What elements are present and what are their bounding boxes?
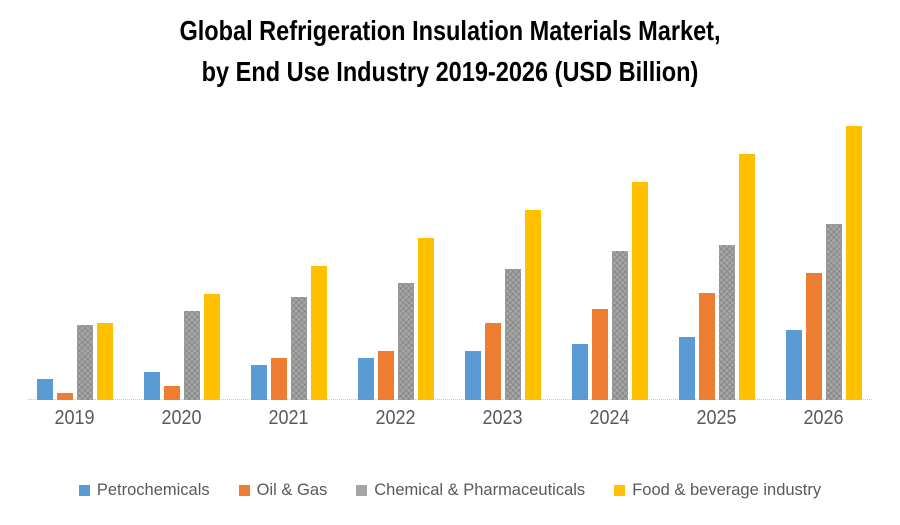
bar-chemical-and-pharmaceuticals-2022 — [397, 283, 414, 400]
legend-item-oil-and-gas: Oil & Gas — [238, 481, 328, 500]
bar-oil-and-gas-2022 — [377, 351, 394, 400]
legend-label-oil-and-gas: Oil & Gas — [256, 481, 328, 499]
bar-oil-and-gas-2023 — [484, 323, 501, 400]
legend-swatch-petrochemicals-icon — [78, 485, 90, 496]
bar-food-and-beverage-industry-2019 — [96, 323, 113, 400]
bar-group-2021 — [250, 266, 327, 400]
bar-group-2026 — [785, 126, 862, 400]
legend: Petrochemicals Oil & Gas Chemical & Pharma… — [0, 481, 900, 500]
bar-oil-and-gas-2025 — [698, 293, 715, 400]
legend-label-petrochemicals: Petrochemicals — [96, 481, 210, 499]
bar-petrochemicals-2020 — [143, 372, 160, 400]
x-tick-2021: 2021 — [268, 407, 309, 429]
bar-petrochemicals-2022 — [357, 358, 374, 400]
bar-food-and-beverage-industry-2020 — [203, 294, 220, 400]
bar-chemical-and-pharmaceuticals-2023 — [504, 269, 521, 400]
bar-oil-and-gas-2020 — [163, 386, 180, 400]
x-axis-line — [28, 399, 872, 400]
x-tick-2022: 2022 — [375, 407, 416, 429]
bar-food-and-beverage-industry-2025 — [738, 154, 755, 400]
legend-swatch-chemical-and-pharmaceuticals-icon — [356, 485, 368, 496]
legend-label-chemical-and-pharmaceuticals: Chemical & Pharmaceuticals — [374, 481, 586, 499]
legend-item-petrochemicals: Petrochemicals — [78, 481, 210, 500]
x-tick-2019: 2019 — [54, 407, 95, 429]
legend-swatch-food-and-beverage-industry-icon — [614, 485, 626, 496]
legend-swatch-oil-and-gas-icon — [238, 485, 250, 496]
bar-oil-and-gas-2024 — [591, 309, 608, 400]
bar-food-and-beverage-industry-2026 — [845, 126, 862, 400]
bar-chemical-and-pharmaceuticals-2025 — [718, 245, 735, 400]
bar-chemical-and-pharmaceuticals-2019 — [76, 325, 93, 400]
bar-chemical-and-pharmaceuticals-2020 — [183, 311, 200, 400]
x-tick-2025: 2025 — [696, 407, 737, 429]
bar-group-2025 — [678, 154, 755, 400]
legend-item-food-and-beverage-industry: Food & beverage industry — [614, 481, 821, 500]
x-tick-2024: 2024 — [589, 407, 630, 429]
legend-label-food-and-beverage-industry: Food & beverage industry — [632, 481, 822, 499]
bar-petrochemicals-2025 — [678, 337, 695, 400]
bar-food-and-beverage-industry-2024 — [631, 182, 648, 400]
bar-food-and-beverage-industry-2023 — [524, 210, 541, 400]
bar-petrochemicals-2024 — [571, 344, 588, 400]
legend-item-chemical-and-pharmaceuticals: Chemical & Pharmaceuticals — [356, 481, 585, 500]
bar-group-2022 — [357, 238, 434, 400]
bar-oil-and-gas-2019 — [56, 393, 73, 400]
chart-title: Global Refrigeration Insulation Material… — [72, 10, 828, 92]
bar-petrochemicals-2021 — [250, 365, 267, 400]
bar-petrochemicals-2026 — [785, 330, 802, 400]
bar-group-2019 — [36, 323, 113, 400]
bar-group-2024 — [571, 182, 648, 400]
bar-petrochemicals-2023 — [464, 351, 481, 400]
bar-group-2020 — [143, 294, 220, 400]
bar-chemical-and-pharmaceuticals-2024 — [611, 251, 628, 400]
x-tick-2026: 2026 — [803, 407, 844, 429]
bar-oil-and-gas-2026 — [805, 273, 822, 400]
bar-chemical-and-pharmaceuticals-2026 — [825, 224, 842, 400]
bar-petrochemicals-2019 — [36, 379, 53, 400]
x-tick-2023: 2023 — [482, 407, 523, 429]
bar-group-2023 — [464, 210, 541, 400]
chart-title-line2: by End Use Industry 2019-2026 (USD Billi… — [201, 56, 699, 87]
x-tick-2020: 2020 — [161, 407, 202, 429]
bar-oil-and-gas-2021 — [270, 358, 287, 400]
bar-chemical-and-pharmaceuticals-2021 — [290, 297, 307, 400]
chart-title-line1: Global Refrigeration Insulation Material… — [179, 15, 721, 46]
bar-food-and-beverage-industry-2022 — [417, 238, 434, 400]
bar-food-and-beverage-industry-2021 — [310, 266, 327, 400]
